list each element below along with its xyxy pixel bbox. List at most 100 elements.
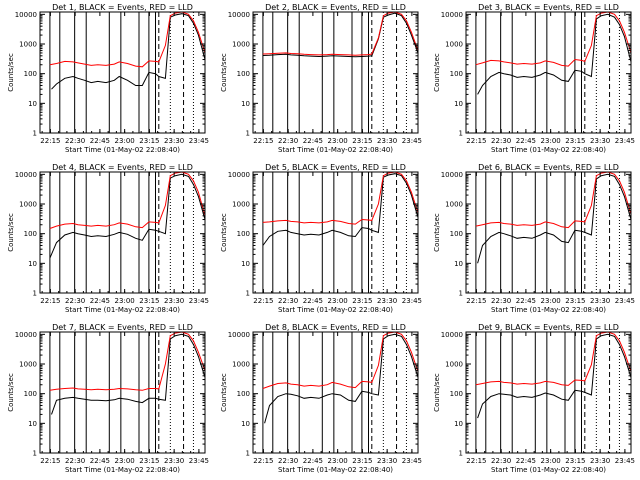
x-tick-label: 23:00	[541, 457, 561, 465]
y-tick-label: 10000	[15, 11, 37, 19]
y-tick-label: 1	[33, 290, 37, 298]
y-tick-label: 1000	[19, 201, 37, 209]
x-tick-label: 23:30	[377, 137, 397, 145]
y-tick-label: 10000	[15, 171, 37, 179]
series-events-line	[262, 173, 419, 246]
y-tick-label: 100	[237, 390, 250, 398]
x-tick-label: 22:30	[65, 137, 85, 145]
y-tick-label: 10000	[228, 11, 250, 19]
y-tick-label: 1	[33, 130, 37, 138]
x-tick-label: 23:45	[615, 457, 635, 465]
x-tick-label: 23:30	[590, 457, 610, 465]
x-tick-label: 23:30	[590, 137, 610, 145]
x-tick-label: 23:30	[164, 137, 184, 145]
detector-panel-2: 1 10 100 1000 10000 22:15 22:30 22:45 23:00 23:15…	[220, 3, 422, 154]
x-tick-label: 23:00	[328, 297, 348, 305]
y-tick-label: 10	[28, 100, 37, 108]
x-tick-label: 22:30	[491, 297, 511, 305]
plot-frame	[252, 11, 419, 134]
x-tick-label: 22:15	[253, 297, 273, 305]
y-tick-label: 10	[454, 260, 463, 268]
y-tick-label: 1000	[445, 201, 463, 209]
x-tick-label: 23:30	[377, 297, 397, 305]
detector-panel-3: 1 10 100 1000 10000 22:15 22:30 22:45 23:00 23:15…	[433, 3, 635, 154]
y-axis-label: Counts/sec	[220, 53, 228, 92]
y-tick-label: 100	[24, 390, 37, 398]
x-tick-label: 22:45	[90, 457, 110, 465]
y-tick-label: 1	[33, 450, 37, 458]
x-tick-label: 23:00	[115, 457, 135, 465]
x-tick-label: 23:00	[328, 457, 348, 465]
x-axis-label: Start Time (01-May-02 22:08:40)	[65, 306, 180, 314]
x-axis-label: Start Time (01-May-02 22:08:40)	[65, 146, 180, 154]
x-tick-label: 23:00	[541, 137, 561, 145]
x-axis-label: Start Time (01-May-02 22:08:40)	[491, 306, 606, 314]
panel-title: Det 8, BLACK = Events, RED = LLD	[265, 323, 406, 332]
y-tick-label: 1	[459, 450, 463, 458]
x-tick-label: 23:00	[115, 297, 135, 305]
series-events-line	[264, 333, 419, 424]
y-tick-label: 1	[459, 130, 463, 138]
x-tick-label: 22:30	[491, 137, 511, 145]
panel-title: Det 3, BLACK = Events, RED = LLD	[478, 3, 619, 12]
x-tick-label: 23:45	[402, 457, 422, 465]
detector-panel-5: 1 10 100 1000 10000 22:15 22:30 22:45 23:00 23:15…	[220, 163, 422, 314]
y-tick-label: 10000	[228, 331, 250, 339]
x-tick-label: 23:30	[164, 457, 184, 465]
y-axis-label: Counts/sec	[7, 53, 15, 92]
panel-title: Det 6, BLACK = Events, RED = LLD	[478, 163, 619, 172]
y-tick-label: 10	[241, 100, 250, 108]
x-tick-label: 22:15	[40, 137, 60, 145]
series-lld-line	[475, 171, 632, 229]
plot-frame	[465, 331, 632, 454]
x-tick-label: 23:00	[115, 137, 135, 145]
plot-frame	[252, 331, 419, 454]
y-tick-label: 1000	[232, 361, 250, 369]
panel-title: Det 4, BLACK = Events, RED = LLD	[52, 163, 193, 172]
series-lld-line	[49, 331, 206, 391]
x-tick-label: 23:45	[615, 297, 635, 305]
x-axis-label: Start Time (01-May-02 22:08:40)	[491, 146, 606, 154]
plot-frame	[465, 11, 632, 134]
x-tick-label: 22:30	[491, 457, 511, 465]
x-tick-label: 22:30	[278, 137, 298, 145]
x-tick-label: 23:15	[139, 457, 159, 465]
x-tick-label: 22:15	[466, 137, 486, 145]
y-axis-label: Counts/sec	[433, 53, 441, 92]
x-tick-label: 23:30	[164, 297, 184, 305]
y-tick-label: 10000	[228, 171, 250, 179]
series-events-line	[51, 13, 206, 90]
y-tick-label: 1000	[445, 41, 463, 49]
x-tick-label: 22:45	[90, 297, 110, 305]
panel-title: Det 9, BLACK = Events, RED = LLD	[478, 323, 619, 332]
y-tick-label: 1	[246, 290, 250, 298]
x-tick-label: 23:15	[565, 457, 585, 465]
plot-frame	[465, 171, 632, 294]
x-tick-label: 22:45	[303, 297, 323, 305]
y-tick-label: 10000	[441, 171, 463, 179]
y-tick-label: 1000	[19, 361, 37, 369]
y-tick-label: 100	[24, 70, 37, 78]
plot-frame	[252, 171, 419, 294]
series-lld-line	[475, 11, 632, 67]
plot-frame	[39, 171, 206, 294]
series-lld-line	[262, 171, 419, 225]
detector-panel-7: 1 10 100 1000 10000 22:15 22:30 22:45 23:00 23:15…	[7, 323, 209, 474]
detector-panel-8: 1 10 100 1000 10000 22:15 22:30 22:45 23:00 23:15…	[220, 323, 422, 474]
y-tick-label: 10000	[441, 331, 463, 339]
x-tick-label: 23:45	[615, 137, 635, 145]
x-tick-label: 23:30	[590, 297, 610, 305]
detector-panel-4: 1 10 100 1000 10000 22:15 22:30 22:45 23:00 23:15…	[7, 163, 209, 314]
series-events-line	[477, 333, 632, 419]
panel-title: Det 5, BLACK = Events, RED = LLD	[265, 163, 406, 172]
x-tick-label: 22:15	[253, 457, 273, 465]
panel-title: Det 1, BLACK = Events, RED = LLD	[52, 3, 193, 12]
y-tick-label: 1000	[19, 41, 37, 49]
x-tick-label: 22:30	[278, 297, 298, 305]
x-tick-label: 22:15	[466, 297, 486, 305]
series-lld-line	[262, 11, 419, 56]
y-tick-label: 10	[241, 260, 250, 268]
x-tick-label: 22:45	[303, 137, 323, 145]
detector-panel-6: 1 10 100 1000 10000 22:15 22:30 22:45 23:00 23:15…	[433, 163, 635, 314]
